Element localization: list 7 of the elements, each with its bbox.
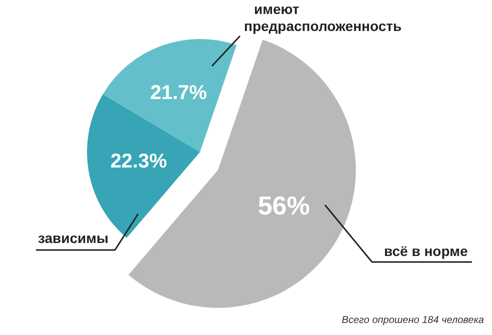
text: Всего опрошено 184 человека xyxy=(342,315,484,326)
slice-label: всё в норме xyxy=(384,243,468,259)
slice-label: имеют предрасположенность xyxy=(244,1,402,34)
data-label: 22.3% xyxy=(110,150,168,172)
data-label: 56% xyxy=(258,190,310,220)
data-label: 21.7% xyxy=(150,82,208,104)
slice-label: зависимы xyxy=(38,230,108,246)
